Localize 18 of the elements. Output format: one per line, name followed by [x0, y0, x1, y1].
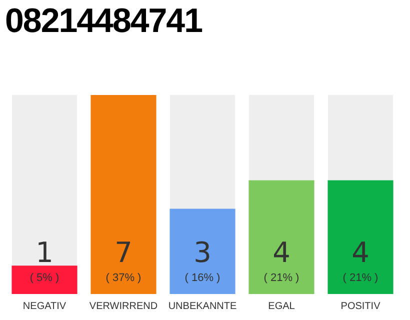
- annotation: ( 21% ): [264, 272, 300, 284]
- data-label: 4: [352, 236, 370, 269]
- x-tick-label: UNBEKANNTE: [168, 300, 237, 312]
- chart-title: 08214484741: [5, 2, 202, 41]
- x-tick-label: EGAL: [268, 300, 296, 312]
- x-tick-label: NEGATIV: [22, 300, 66, 312]
- data-label: 3: [194, 236, 212, 269]
- annotation: ( 16% ): [184, 272, 220, 284]
- bar: [90, 95, 156, 294]
- data-label: 7: [114, 236, 132, 269]
- x-tick-label: POSITIV: [340, 300, 381, 312]
- annotation: ( 5% ): [30, 272, 60, 284]
- annotation: ( 21% ): [342, 272, 378, 284]
- data-label: 1: [36, 236, 54, 269]
- data-label: 4: [272, 236, 290, 269]
- bar: [12, 266, 78, 294]
- annotation: ( 37% ): [106, 272, 142, 284]
- x-tick-label: VERWIRREND: [89, 300, 158, 312]
